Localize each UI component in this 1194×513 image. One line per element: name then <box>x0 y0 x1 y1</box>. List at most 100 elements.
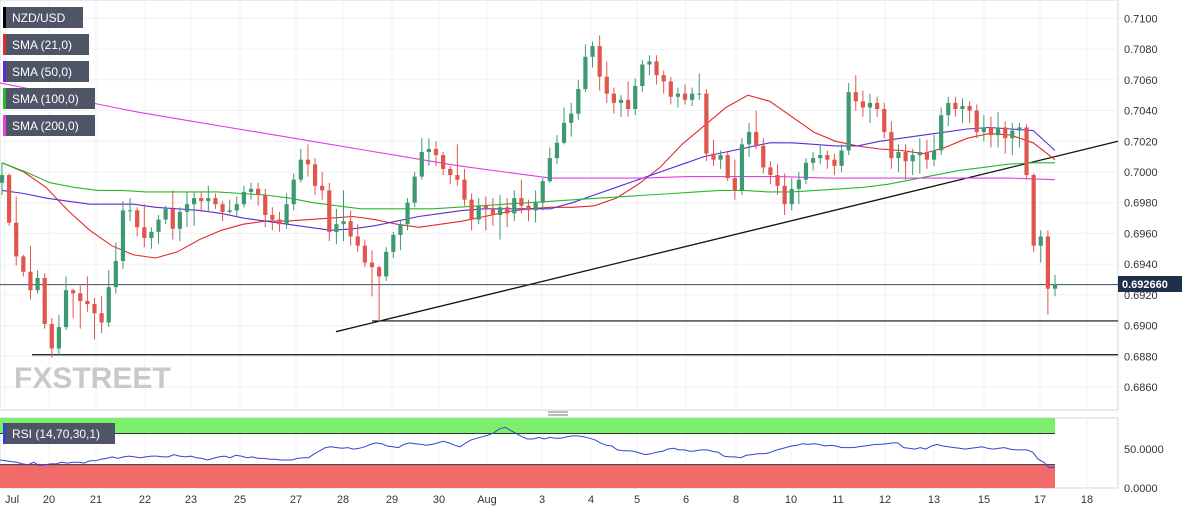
sma-line <box>0 82 1056 181</box>
candle-body <box>291 179 296 205</box>
candle-body <box>1052 284 1058 289</box>
candle-body <box>775 175 780 186</box>
candle <box>497 195 503 240</box>
candle <box>512 190 517 222</box>
legend-label: SMA (200,0) <box>12 119 79 133</box>
candle <box>483 196 488 231</box>
legend-item[interactable]: SMA (50,0) <box>3 61 89 82</box>
legend-item[interactable]: SMA (100,0) <box>3 88 95 109</box>
candle <box>170 190 175 240</box>
candle-body <box>967 105 972 111</box>
candle <box>661 70 666 94</box>
candle-body <box>875 102 880 110</box>
x-tick-label: 3 <box>539 494 545 506</box>
candle-body <box>120 210 126 262</box>
candle-body <box>782 185 787 205</box>
candle-body <box>426 148 431 153</box>
candle-body <box>284 204 289 225</box>
candle-body <box>327 190 332 232</box>
candle-body <box>761 145 766 168</box>
candle-body <box>298 159 303 180</box>
candle <box>391 231 396 258</box>
candle <box>633 78 638 116</box>
candle <box>882 102 887 139</box>
candle <box>946 96 951 126</box>
x-tick-label: 6 <box>683 494 689 506</box>
y-tick-label: 0.6940 <box>1124 259 1158 271</box>
candle-body <box>85 300 90 305</box>
candle <box>725 152 730 182</box>
candle-body <box>384 251 389 277</box>
candle-body <box>789 188 794 205</box>
candle <box>924 139 930 169</box>
candle <box>654 55 659 85</box>
candle <box>35 270 40 294</box>
candle-body <box>462 179 467 200</box>
candle <box>426 138 431 166</box>
candle <box>576 79 581 120</box>
candle <box>127 198 133 222</box>
legend-label: SMA (21,0) <box>12 38 72 52</box>
y-tick-label: 0.7020 <box>1124 136 1158 148</box>
candle <box>312 158 318 196</box>
candle-body <box>192 198 197 205</box>
x-tick-label: 5 <box>634 494 640 506</box>
x-tick-label: 4 <box>588 494 594 506</box>
rsi-line <box>0 426 1056 469</box>
candle <box>604 61 609 103</box>
x-tick-label: 22 <box>139 494 151 506</box>
candle <box>184 191 190 228</box>
candle <box>547 147 552 183</box>
candle-body <box>0 175 5 183</box>
reference-lines <box>0 140 1119 356</box>
candle <box>78 285 83 329</box>
candle <box>675 87 681 108</box>
candle <box>618 95 624 117</box>
candle <box>334 208 339 245</box>
candle-body <box>846 92 851 151</box>
candle-body <box>547 158 552 182</box>
candle-body <box>412 176 417 203</box>
candle <box>704 89 709 162</box>
candle <box>348 210 353 246</box>
candle-body <box>690 93 695 100</box>
candle <box>896 144 901 172</box>
candle <box>597 35 602 91</box>
candle <box>1010 122 1015 156</box>
candle-body <box>106 287 111 323</box>
candle <box>960 98 965 123</box>
candle-body <box>561 122 567 143</box>
legend-item[interactable]: SMA (21,0) <box>3 34 89 55</box>
rsi-overbought-zone <box>0 418 1055 434</box>
candle-body <box>1024 127 1029 176</box>
legend-item[interactable]: SMA (200,0) <box>3 115 95 136</box>
candle-body <box>1010 130 1015 139</box>
x-tick-label: 29 <box>386 494 398 506</box>
candle-body <box>448 168 453 176</box>
candle <box>626 81 631 117</box>
legend-box <box>3 61 89 82</box>
candle <box>889 121 894 169</box>
candle <box>113 242 118 294</box>
price-label: 0.692660 <box>1122 279 1168 291</box>
candle <box>263 188 268 228</box>
candle-body <box>988 127 994 136</box>
legend-item[interactable]: NZD/USD <box>3 7 83 28</box>
x-axis: Jul 20 21 22 23 25 27 28 29 30 Aug 3 4 5 6 8 10 11 12 13 15 1… <box>5 494 1093 506</box>
candle <box>376 265 382 323</box>
candle <box>775 164 780 196</box>
candle-body <box>270 214 275 220</box>
candle-body <box>7 175 12 223</box>
candle-body <box>213 198 218 205</box>
candle-body <box>540 181 545 203</box>
candle <box>810 152 816 171</box>
candle <box>519 179 524 214</box>
candle <box>149 227 154 249</box>
candle-body <box>163 208 168 220</box>
legend-box <box>3 7 83 28</box>
candle <box>533 190 538 223</box>
candle <box>256 182 261 206</box>
candle-body <box>725 155 730 179</box>
candle <box>967 101 972 123</box>
y-tick-label: 0.6920 <box>1124 290 1158 302</box>
